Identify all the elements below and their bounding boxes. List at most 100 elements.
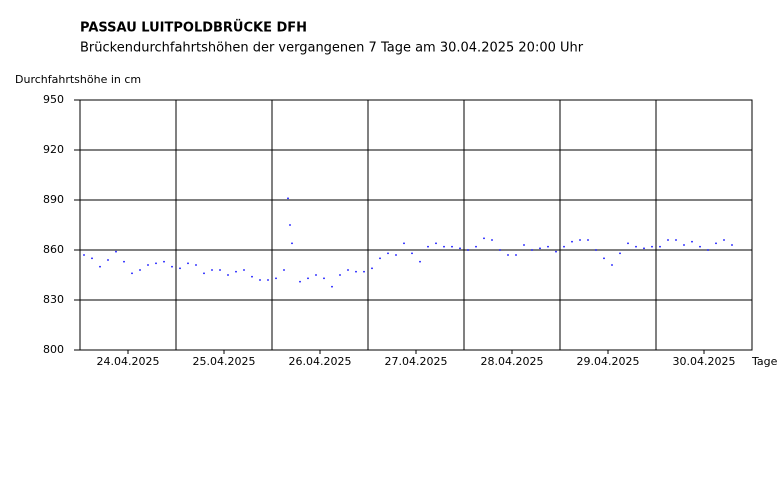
y-tick-label: 920 bbox=[43, 143, 64, 156]
point bbox=[187, 262, 189, 265]
point bbox=[315, 274, 317, 276]
point bbox=[355, 270, 357, 273]
x-tick-label: 26.04.2025 bbox=[289, 355, 352, 368]
point bbox=[155, 262, 157, 265]
point bbox=[323, 277, 325, 280]
point bbox=[123, 260, 125, 263]
point bbox=[331, 285, 333, 288]
point bbox=[171, 265, 173, 268]
point bbox=[675, 239, 677, 241]
y-tick-label: 830 bbox=[43, 293, 64, 306]
point bbox=[707, 249, 709, 251]
point bbox=[619, 252, 621, 255]
point bbox=[491, 239, 493, 241]
point bbox=[267, 279, 269, 281]
point bbox=[291, 242, 293, 245]
x-tick-label: 28.04.2025 bbox=[481, 355, 544, 368]
point bbox=[723, 239, 725, 241]
x-tick-label: 25.04.2025 bbox=[193, 355, 256, 368]
point bbox=[651, 245, 653, 248]
point bbox=[459, 247, 461, 250]
point bbox=[147, 264, 149, 266]
point bbox=[699, 245, 701, 248]
point bbox=[379, 257, 381, 260]
point bbox=[307, 277, 309, 280]
point bbox=[475, 245, 477, 248]
x-tick-label: 27.04.2025 bbox=[385, 355, 448, 368]
point bbox=[83, 254, 85, 256]
x-tick-label: 30.04.2025 bbox=[673, 355, 736, 368]
point bbox=[547, 245, 549, 248]
point bbox=[107, 259, 109, 261]
point bbox=[339, 274, 341, 276]
point bbox=[523, 244, 525, 246]
point bbox=[411, 252, 413, 255]
point bbox=[211, 269, 213, 271]
point bbox=[227, 274, 229, 276]
point bbox=[363, 270, 365, 273]
plot-frame bbox=[79, 99, 753, 351]
point bbox=[219, 269, 221, 271]
point bbox=[387, 252, 389, 255]
point bbox=[483, 237, 485, 240]
point bbox=[243, 269, 245, 271]
point bbox=[659, 245, 661, 248]
point bbox=[163, 260, 165, 263]
point bbox=[627, 242, 629, 245]
y-tick-label: 800 bbox=[43, 343, 64, 356]
point bbox=[283, 269, 285, 271]
point bbox=[427, 245, 429, 248]
point bbox=[347, 269, 349, 271]
chart-title: PASSAU LUITPOLDBRÜCKE DFH bbox=[80, 20, 307, 36]
point bbox=[667, 239, 669, 241]
point bbox=[467, 249, 469, 251]
point bbox=[611, 264, 613, 266]
point bbox=[195, 264, 197, 266]
point bbox=[539, 247, 541, 250]
point bbox=[643, 247, 645, 250]
point bbox=[499, 249, 501, 251]
point bbox=[715, 242, 717, 245]
x-axis-label: Tage bbox=[751, 355, 778, 368]
point bbox=[571, 240, 573, 243]
point bbox=[287, 197, 289, 200]
point bbox=[451, 245, 453, 248]
point bbox=[275, 277, 277, 280]
point bbox=[635, 245, 637, 248]
point bbox=[603, 257, 605, 260]
point bbox=[683, 244, 685, 246]
point bbox=[91, 257, 93, 260]
point bbox=[419, 260, 421, 263]
point bbox=[139, 269, 141, 271]
point bbox=[507, 254, 509, 256]
y-tick-label: 950 bbox=[43, 93, 64, 106]
point bbox=[259, 279, 261, 281]
point bbox=[115, 250, 117, 253]
point bbox=[131, 272, 133, 275]
point bbox=[443, 245, 445, 248]
y-axis-label: Durchfahrtshöhe in cm bbox=[15, 73, 141, 86]
point bbox=[435, 242, 437, 245]
point bbox=[515, 254, 517, 256]
point bbox=[595, 249, 597, 251]
point bbox=[403, 242, 405, 245]
point bbox=[531, 249, 533, 251]
point bbox=[289, 224, 291, 226]
point bbox=[235, 270, 237, 273]
y-tick-label: 890 bbox=[43, 193, 64, 206]
point bbox=[371, 267, 373, 270]
point bbox=[395, 254, 397, 256]
point bbox=[251, 275, 253, 278]
point bbox=[731, 244, 733, 246]
point bbox=[587, 239, 589, 241]
x-tick-label: 29.04.2025 bbox=[577, 355, 640, 368]
point bbox=[563, 245, 565, 248]
point bbox=[203, 272, 205, 275]
point bbox=[555, 250, 557, 253]
point bbox=[99, 265, 101, 268]
x-tick-label: 24.04.2025 bbox=[97, 355, 160, 368]
point bbox=[179, 267, 181, 270]
point bbox=[691, 240, 693, 243]
chart-subtitle: Brückendurchfahrtshöhen der vergangenen … bbox=[80, 41, 584, 56]
